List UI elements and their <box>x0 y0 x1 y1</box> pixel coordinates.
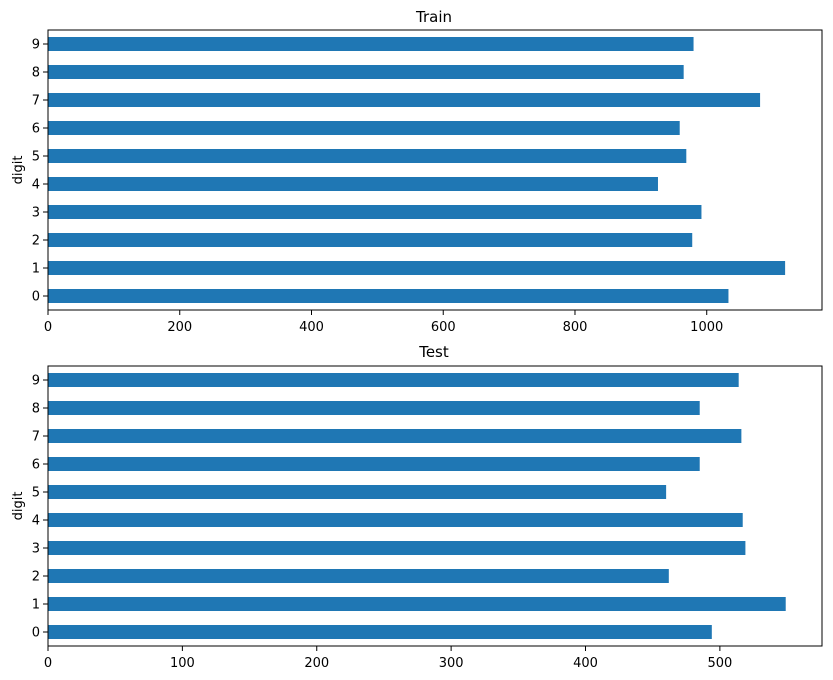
train-bar-digit-1 <box>48 261 786 275</box>
train-y-tick-label: 4 <box>32 178 40 193</box>
train-y-axis-label: digit <box>11 156 26 185</box>
train-bar-digit-7 <box>48 93 761 107</box>
test-bar-digit-7 <box>48 429 742 443</box>
test-x-tick-label: 300 <box>439 656 464 671</box>
test-bar-digit-3 <box>48 541 746 555</box>
train-bar-digit-8 <box>48 65 684 79</box>
train-bar-digit-6 <box>48 121 680 135</box>
train-y-ticks: 0 1 2 3 4 5 6 7 8 9 <box>32 38 48 305</box>
train-axes-frame <box>47 29 823 311</box>
test-y-tick-label: 1 <box>32 598 40 613</box>
test-y-tick-label: 5 <box>32 486 40 501</box>
test-y-axis-label: digit <box>11 492 26 521</box>
test-bar-digit-4 <box>48 513 743 527</box>
train-y-tick-label: 1 <box>32 262 40 277</box>
train-y-tick-label: 0 <box>32 290 40 305</box>
train-y-tick-label: 8 <box>32 66 40 81</box>
train-bar-digit-2 <box>48 233 693 247</box>
train-y-tick-label: 6 <box>32 122 40 137</box>
test-subplot: Test digit 0 1 2 3 4 5 6 7 8 9 0 100 200 300 400 500 <box>11 343 823 671</box>
train-x-tick-label: 400 <box>299 320 324 335</box>
train-x-tick-label: 200 <box>167 320 192 335</box>
train-bar-digit-3 <box>48 205 702 219</box>
train-y-tick-label: 2 <box>32 234 40 249</box>
test-y-tick-label: 6 <box>32 458 40 473</box>
test-bar-digit-2 <box>48 569 669 583</box>
test-x-tick-label: 0 <box>44 656 52 671</box>
train-y-tick-label: 3 <box>32 206 40 221</box>
train-x-ticks: 0 200 400 600 800 1000 <box>44 310 723 335</box>
test-bars <box>48 373 786 639</box>
test-bar-digit-9 <box>48 373 739 387</box>
test-x-tick-label: 200 <box>304 656 329 671</box>
test-x-tick-label: 400 <box>573 656 598 671</box>
train-x-tick-label: 1000 <box>690 320 723 335</box>
test-y-tick-label: 4 <box>32 514 40 529</box>
test-y-tick-label: 0 <box>32 626 40 641</box>
test-x-tick-label: 100 <box>170 656 195 671</box>
test-y-tick-label: 7 <box>32 430 40 445</box>
test-x-tick-label: 500 <box>707 656 732 671</box>
test-bar-digit-1 <box>48 597 786 611</box>
test-bar-digit-0 <box>48 625 712 639</box>
test-x-ticks: 0 100 200 300 400 500 <box>44 646 732 671</box>
train-x-tick-label: 800 <box>563 320 588 335</box>
train-bar-digit-9 <box>48 37 694 51</box>
train-y-tick-label: 5 <box>32 150 40 165</box>
test-bar-digit-6 <box>48 457 700 471</box>
train-y-tick-label: 7 <box>32 94 40 109</box>
train-chart-title: Train <box>415 8 452 26</box>
train-y-tick-label: 9 <box>32 38 40 53</box>
train-bar-digit-0 <box>48 289 729 303</box>
test-bar-digit-5 <box>48 485 667 499</box>
train-bars <box>48 37 786 303</box>
train-x-tick-label: 0 <box>44 320 52 335</box>
test-axes-frame <box>47 365 823 647</box>
test-bar-digit-8 <box>48 401 700 415</box>
test-chart-title: Test <box>418 343 449 361</box>
train-subplot: Train digit 0 1 2 3 4 5 6 7 8 9 0 200 400 600 800 1000 <box>11 8 823 335</box>
test-y-tick-label: 3 <box>32 542 40 557</box>
train-bar-digit-5 <box>48 149 687 163</box>
test-y-tick-label: 2 <box>32 570 40 585</box>
test-y-tick-label: 8 <box>32 402 40 417</box>
test-y-ticks: 0 1 2 3 4 5 6 7 8 9 <box>32 374 48 641</box>
train-x-tick-label: 600 <box>431 320 456 335</box>
test-y-tick-label: 9 <box>32 374 40 389</box>
train-bar-digit-4 <box>48 177 658 191</box>
